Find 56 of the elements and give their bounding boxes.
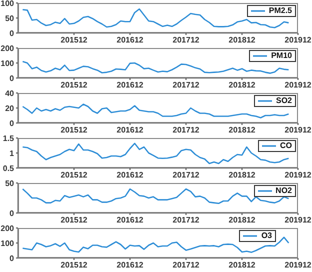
x-tick-label: 201812	[228, 36, 256, 45]
y-tick-label: 50	[5, 178, 15, 188]
legend-label: O3	[261, 231, 272, 241]
x-tick-label: 201912	[284, 170, 312, 180]
x-tick-label: 201812	[228, 170, 256, 180]
x-tick-label: 201912	[284, 260, 312, 270]
legend-label: PM10	[271, 51, 292, 61]
x-tick-label: 201512	[60, 126, 88, 135]
x-tick-label: 201712	[172, 216, 200, 225]
y-tick-label: 0.5	[2, 164, 15, 173]
line-series	[22, 60, 290, 74]
y-tick-label: 200	[0, 44, 15, 53]
x-tick-label: 201712	[172, 80, 200, 90]
x-tick-label: 201512	[60, 80, 88, 90]
x-tick-label: 201512	[60, 260, 88, 270]
y-tick-label: 0	[10, 118, 15, 128]
x-tick-label: 201712	[172, 260, 200, 270]
x-tick-label: 201512	[60, 216, 88, 225]
y-tick-label: 40	[5, 88, 15, 98]
y-tick-label: 100	[0, 0, 15, 8]
x-tick-label: 201912	[284, 36, 312, 45]
y-tick-label: 0	[10, 74, 15, 83]
y-tick-label: 0	[10, 254, 15, 263]
x-tick-label: 201512	[60, 170, 88, 180]
y-tick-label: 1.5	[2, 134, 15, 143]
x-tick-label: 201612	[116, 36, 144, 45]
y-tick-label: 200	[0, 224, 15, 233]
x-tick-label: 201912	[284, 80, 312, 90]
x-tick-label: 201812	[228, 126, 256, 135]
x-tick-label: 201612	[116, 126, 144, 135]
x-tick-label: 201812	[228, 216, 256, 225]
x-tick-label: 201612	[116, 216, 144, 225]
y-tick-label: 100	[0, 238, 15, 248]
x-tick-label: 201912	[284, 126, 312, 135]
x-tick-label: 201712	[172, 170, 200, 180]
x-tick-label: 201812	[228, 260, 256, 270]
x-tick-label: 201612	[116, 170, 144, 180]
line-series	[22, 104, 290, 118]
x-tick-label: 201712	[172, 36, 200, 45]
line-series	[22, 236, 290, 253]
legend-label: SO2	[276, 96, 292, 106]
x-tick-label: 201512	[60, 36, 88, 45]
y-tick-label: 1	[10, 148, 15, 158]
legend-label: PM2.5	[268, 6, 292, 16]
x-tick-label: 201712	[172, 126, 200, 135]
y-tick-label: 20	[5, 104, 15, 113]
y-tick-label: 0	[10, 28, 15, 38]
y-tick-label: 50	[5, 14, 15, 23]
x-tick-label: 201812	[228, 80, 256, 90]
y-tick-label: 100	[0, 58, 15, 68]
x-tick-label: 201612	[116, 260, 144, 270]
legend-label: NO2	[276, 186, 292, 196]
legend-label: CO	[280, 141, 292, 151]
x-tick-label: 201612	[116, 80, 144, 90]
x-tick-label: 201912	[284, 216, 312, 225]
y-tick-label: 0	[10, 208, 15, 218]
